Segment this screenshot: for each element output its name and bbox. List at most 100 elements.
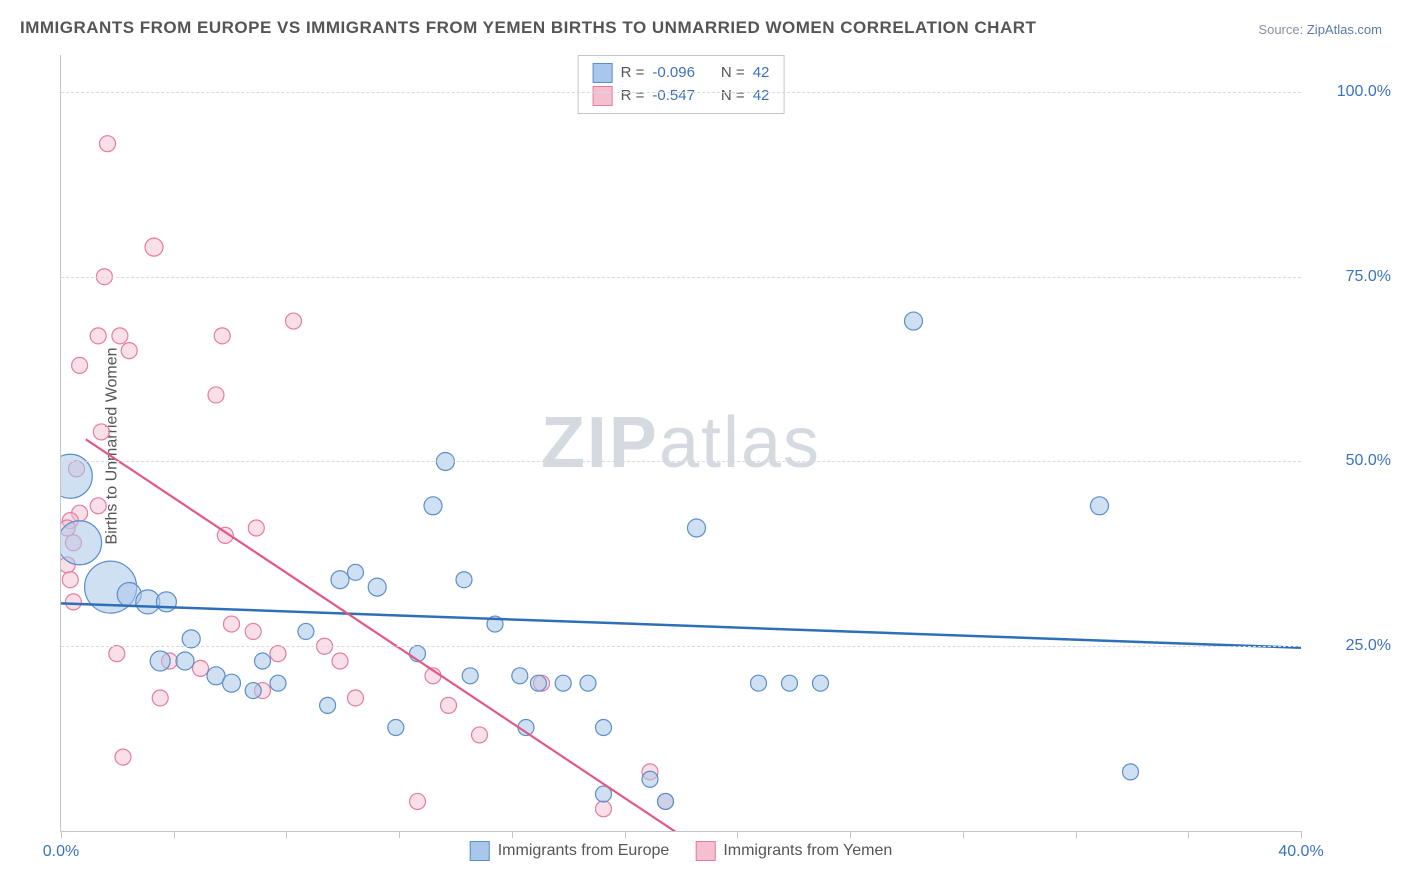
data-point-yemen <box>62 572 78 588</box>
r-value: -0.096 <box>652 62 695 85</box>
data-point-europe <box>658 793 674 809</box>
data-point-europe <box>245 683 261 699</box>
data-point-europe <box>456 572 472 588</box>
data-point-europe <box>1091 497 1109 515</box>
gridline <box>61 92 1301 93</box>
legend-swatch <box>593 86 613 106</box>
source-label: Source: <box>1258 22 1303 37</box>
data-point-yemen <box>152 690 168 706</box>
r-label: R = <box>621 85 645 108</box>
data-point-yemen <box>90 328 106 344</box>
x-tick <box>737 831 738 838</box>
n-value: 42 <box>753 62 770 85</box>
data-point-europe <box>176 652 194 670</box>
legend-swatch <box>470 841 490 861</box>
data-point-europe <box>424 497 442 515</box>
x-tick <box>399 831 400 838</box>
data-point-europe <box>348 564 364 580</box>
x-tick <box>1301 831 1302 838</box>
series-legend-label: Immigrants from Yemen <box>723 842 892 860</box>
x-tick <box>963 831 964 838</box>
data-point-yemen <box>245 623 261 639</box>
data-point-yemen <box>90 498 106 514</box>
x-tick <box>286 831 287 838</box>
stats-legend-row: R = -0.096 N = 42 <box>593 62 770 85</box>
data-point-yemen <box>472 727 488 743</box>
x-tick <box>625 831 626 838</box>
n-value: 42 <box>753 85 770 108</box>
data-point-europe <box>320 697 336 713</box>
data-point-yemen <box>214 328 230 344</box>
data-point-europe <box>462 668 478 684</box>
stats-legend-row: R = -0.547 N = 42 <box>593 85 770 108</box>
data-point-europe <box>270 675 286 691</box>
series-legend-label: Immigrants from Europe <box>498 842 670 860</box>
series-legend: Immigrants from Europe Immigrants from Ye… <box>470 841 893 861</box>
data-point-europe <box>580 675 596 691</box>
legend-swatch <box>695 841 715 861</box>
data-point-europe <box>368 578 386 596</box>
source-value: ZipAtlas.com <box>1307 22 1382 37</box>
data-point-europe <box>782 675 798 691</box>
data-point-yemen <box>332 653 348 669</box>
series-legend-item: Immigrants from Yemen <box>695 841 892 861</box>
data-point-yemen <box>193 660 209 676</box>
data-point-europe <box>512 668 528 684</box>
data-point-yemen <box>441 697 457 713</box>
data-point-europe <box>813 675 829 691</box>
gridline <box>61 646 1301 647</box>
y-tick-label: 75.0% <box>1311 268 1391 286</box>
data-point-yemen <box>121 343 137 359</box>
data-point-yemen <box>348 690 364 706</box>
data-point-yemen <box>115 749 131 765</box>
stats-legend: R = -0.096 N = 42 R = -0.547 N = 42 <box>578 55 785 114</box>
x-tick <box>1188 831 1189 838</box>
data-point-europe <box>642 771 658 787</box>
data-point-europe <box>156 592 176 612</box>
data-point-europe <box>255 653 271 669</box>
x-tick-label: 40.0% <box>1278 843 1323 861</box>
data-point-europe <box>331 571 349 589</box>
n-label: N = <box>721 85 745 108</box>
data-point-europe <box>530 675 546 691</box>
data-point-europe <box>905 312 923 330</box>
data-point-europe <box>298 623 314 639</box>
y-tick-label: 25.0% <box>1311 637 1391 655</box>
data-point-europe <box>223 674 241 692</box>
data-point-europe <box>751 675 767 691</box>
data-point-europe <box>688 519 706 537</box>
x-tick <box>61 831 62 838</box>
data-point-europe <box>388 720 404 736</box>
data-point-europe <box>596 720 612 736</box>
data-point-yemen <box>109 646 125 662</box>
x-tick <box>512 831 513 838</box>
x-tick <box>174 831 175 838</box>
source-attribution: Source: ZipAtlas.com <box>1258 22 1382 37</box>
y-tick-label: 100.0% <box>1311 83 1391 101</box>
gridline <box>61 461 1301 462</box>
n-label: N = <box>721 62 745 85</box>
trend-line-yemen <box>86 439 697 831</box>
data-point-europe <box>182 630 200 648</box>
r-value: -0.547 <box>652 85 695 108</box>
data-point-yemen <box>65 594 81 610</box>
data-point-yemen <box>93 424 109 440</box>
data-point-yemen <box>145 238 163 256</box>
legend-swatch <box>593 63 613 83</box>
data-point-yemen <box>112 328 128 344</box>
data-point-europe <box>150 651 170 671</box>
data-point-yemen <box>270 646 286 662</box>
x-tick-label: 0.0% <box>43 843 79 861</box>
scatter-svg <box>61 55 1301 831</box>
series-legend-item: Immigrants from Europe <box>470 841 670 861</box>
data-point-yemen <box>208 387 224 403</box>
data-point-yemen <box>286 313 302 329</box>
data-point-europe <box>555 675 571 691</box>
data-point-europe <box>1123 764 1139 780</box>
data-point-yemen <box>224 616 240 632</box>
data-point-yemen <box>100 136 116 152</box>
x-tick <box>1076 831 1077 838</box>
r-label: R = <box>621 62 645 85</box>
data-point-yemen <box>596 801 612 817</box>
data-point-yemen <box>248 520 264 536</box>
